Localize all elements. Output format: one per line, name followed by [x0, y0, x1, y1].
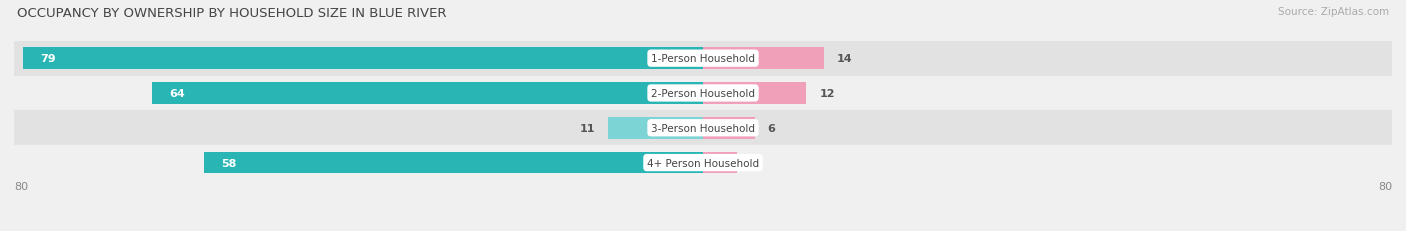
- Bar: [14, 76, 1392, 111]
- Bar: [609, 118, 703, 139]
- Text: 6: 6: [768, 123, 776, 133]
- Text: 12: 12: [820, 88, 835, 99]
- Bar: [152, 83, 703, 104]
- Text: 80: 80: [14, 181, 28, 191]
- Text: 1-Person Household: 1-Person Household: [651, 54, 755, 64]
- Text: 4: 4: [751, 158, 758, 168]
- Text: 11: 11: [579, 123, 595, 133]
- Text: 79: 79: [39, 54, 55, 64]
- Bar: [703, 48, 824, 70]
- Bar: [703, 118, 755, 139]
- Bar: [204, 152, 703, 174]
- Text: 2-Person Household: 2-Person Household: [651, 88, 755, 99]
- Bar: [14, 146, 1392, 180]
- Bar: [22, 48, 703, 70]
- Bar: [703, 83, 807, 104]
- Text: 14: 14: [837, 54, 852, 64]
- Bar: [14, 111, 1392, 146]
- Text: 64: 64: [169, 88, 184, 99]
- Text: 80: 80: [1378, 181, 1392, 191]
- Text: 58: 58: [221, 158, 236, 168]
- Text: 3-Person Household: 3-Person Household: [651, 123, 755, 133]
- Bar: [14, 42, 1392, 76]
- Text: 4+ Person Household: 4+ Person Household: [647, 158, 759, 168]
- Text: Source: ZipAtlas.com: Source: ZipAtlas.com: [1278, 7, 1389, 17]
- Bar: [703, 152, 738, 174]
- Text: OCCUPANCY BY OWNERSHIP BY HOUSEHOLD SIZE IN BLUE RIVER: OCCUPANCY BY OWNERSHIP BY HOUSEHOLD SIZE…: [17, 7, 446, 20]
